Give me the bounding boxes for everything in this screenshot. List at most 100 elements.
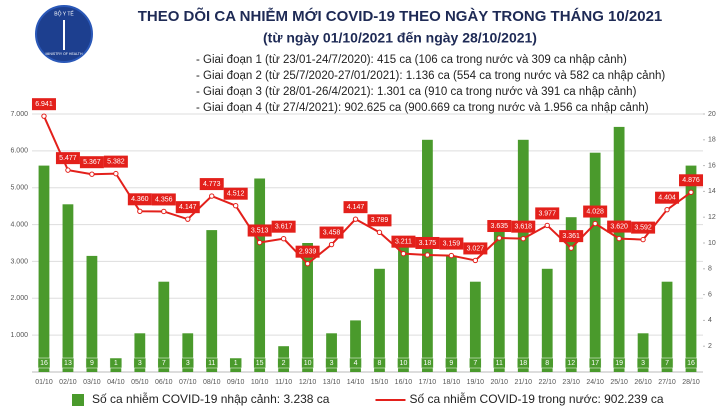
- logo: BỘ Y TẾ MINISTRY OF HEALTH: [35, 5, 93, 63]
- x-tick-label: 11/10: [275, 379, 292, 386]
- line-marker: [376, 229, 383, 236]
- value-label: 4.876: [682, 177, 700, 184]
- value-label-box: [655, 191, 680, 204]
- line-marker: [304, 260, 311, 267]
- bar-label-box: [684, 357, 698, 369]
- value-label: 5.382: [107, 158, 125, 165]
- line-marker: [209, 193, 215, 199]
- bar-label-box: [85, 357, 99, 369]
- value-label-box: [487, 220, 512, 233]
- value-label-box: [391, 235, 416, 248]
- value-label: 3.617: [275, 224, 293, 231]
- value-label-box: [103, 155, 128, 168]
- bar-label: 7: [665, 360, 669, 367]
- bar-label-box: [517, 357, 530, 369]
- line-marker: [616, 235, 622, 242]
- note: - Giai đoạn 3 (từ 28/01-26/4/2021): 1.30…: [196, 86, 637, 98]
- note: - Giai đoạn 1 (từ 23/01-24/7/2020): 415 …: [196, 54, 627, 66]
- value-label: 5.477: [59, 155, 77, 162]
- x-tick-label: 26/10: [634, 379, 652, 386]
- x-tick-label: 16/10: [395, 379, 413, 386]
- line-marker: [328, 241, 335, 248]
- x-tick-label: 22/10: [538, 379, 556, 386]
- bar: [469, 281, 481, 372]
- value-label: 3.513: [251, 227, 269, 234]
- bar: [134, 333, 146, 372]
- bar: [350, 320, 361, 372]
- note: - Giai đoạn 4 (từ 27/4/2021): 902.625 ca…: [196, 102, 649, 114]
- value-label-box: [463, 242, 488, 255]
- value-label-box: [631, 221, 656, 234]
- x-tick-label: 21/10: [515, 379, 533, 386]
- y2-tick-label: 2: [708, 343, 712, 350]
- value-label: 4.404: [658, 195, 676, 202]
- bar-label-box: [636, 357, 650, 369]
- value-label: 3.620: [610, 223, 628, 230]
- value-label: 3.027: [467, 245, 485, 252]
- line-marker: [568, 245, 574, 251]
- bar: [374, 268, 385, 372]
- legend-label: Số ca nhiễm COVID-19 nhập cảnh: 3.238 ca: [92, 391, 330, 406]
- bar: [254, 178, 266, 372]
- value-label-box: [199, 178, 224, 191]
- x-tick-label: 17/10: [419, 379, 437, 386]
- bar-label: 18: [519, 360, 527, 367]
- value-label-box: [343, 201, 368, 214]
- bar: [637, 333, 649, 372]
- value-label-box: [511, 220, 536, 233]
- bar-label-box: [133, 357, 147, 369]
- bar-label-box: [229, 357, 242, 369]
- bar-label-box: [277, 357, 290, 369]
- value-label-box: [127, 193, 152, 206]
- bar-label-box: [445, 357, 458, 369]
- bar-label-box: [421, 357, 434, 369]
- y2-tick-label: 16: [708, 162, 716, 169]
- bar-label: 3: [330, 360, 334, 367]
- bar: [541, 268, 553, 372]
- bar-label: 4: [354, 360, 358, 367]
- bar-label-box: [325, 357, 338, 369]
- y-tick-label: 4.000: [10, 221, 28, 228]
- line-marker: [137, 208, 143, 215]
- bar-label: 10: [400, 360, 408, 367]
- chart-subtitle: (từ ngày 01/10/2021 đến ngày 28/10/2021): [263, 30, 537, 46]
- x-tick-label: 20/10: [491, 379, 509, 386]
- bar: [206, 230, 218, 372]
- bar-label: 13: [64, 360, 72, 367]
- value-label: 6.941: [35, 101, 53, 108]
- value-label-box: [55, 152, 80, 165]
- y2-tick-label: 6: [708, 291, 712, 298]
- bar-label-box: [37, 357, 51, 369]
- bar: [661, 281, 673, 372]
- value-label: 4.356: [155, 196, 173, 203]
- bar-label-box: [564, 357, 578, 369]
- bar-label: 3: [641, 360, 645, 367]
- x-tick-label: 03/10: [83, 379, 101, 386]
- y2-tick-label: 20: [708, 111, 716, 118]
- line-marker: [65, 167, 71, 173]
- x-tick-label: 15/10: [371, 379, 389, 386]
- bar: [326, 333, 337, 372]
- y2-tick-label: 10: [708, 240, 716, 247]
- x-tick-label: 08/10: [203, 379, 221, 386]
- value-label: 5.367: [83, 159, 101, 166]
- line-marker: [400, 250, 407, 257]
- value-label-box: [415, 236, 440, 249]
- line-marker: [424, 252, 431, 258]
- x-tick-label: 07/10: [179, 379, 197, 386]
- value-label-box: [679, 174, 704, 187]
- line-marker: [688, 189, 694, 195]
- x-tick-label: 18/10: [443, 379, 461, 386]
- legend-swatch: [72, 394, 84, 406]
- x-tick-label: 25/10: [610, 379, 628, 386]
- value-label-box: [223, 187, 248, 200]
- x-tick-label: 09/10: [227, 379, 245, 386]
- y-tick-label: 3.000: [10, 258, 28, 265]
- bar-label: 3: [186, 360, 190, 367]
- bar-label: 18: [424, 360, 432, 367]
- x-tick-label: 19/10: [467, 379, 485, 386]
- bar-label-box: [349, 357, 362, 369]
- value-label-box: [607, 220, 632, 233]
- value-label-box: [151, 193, 176, 206]
